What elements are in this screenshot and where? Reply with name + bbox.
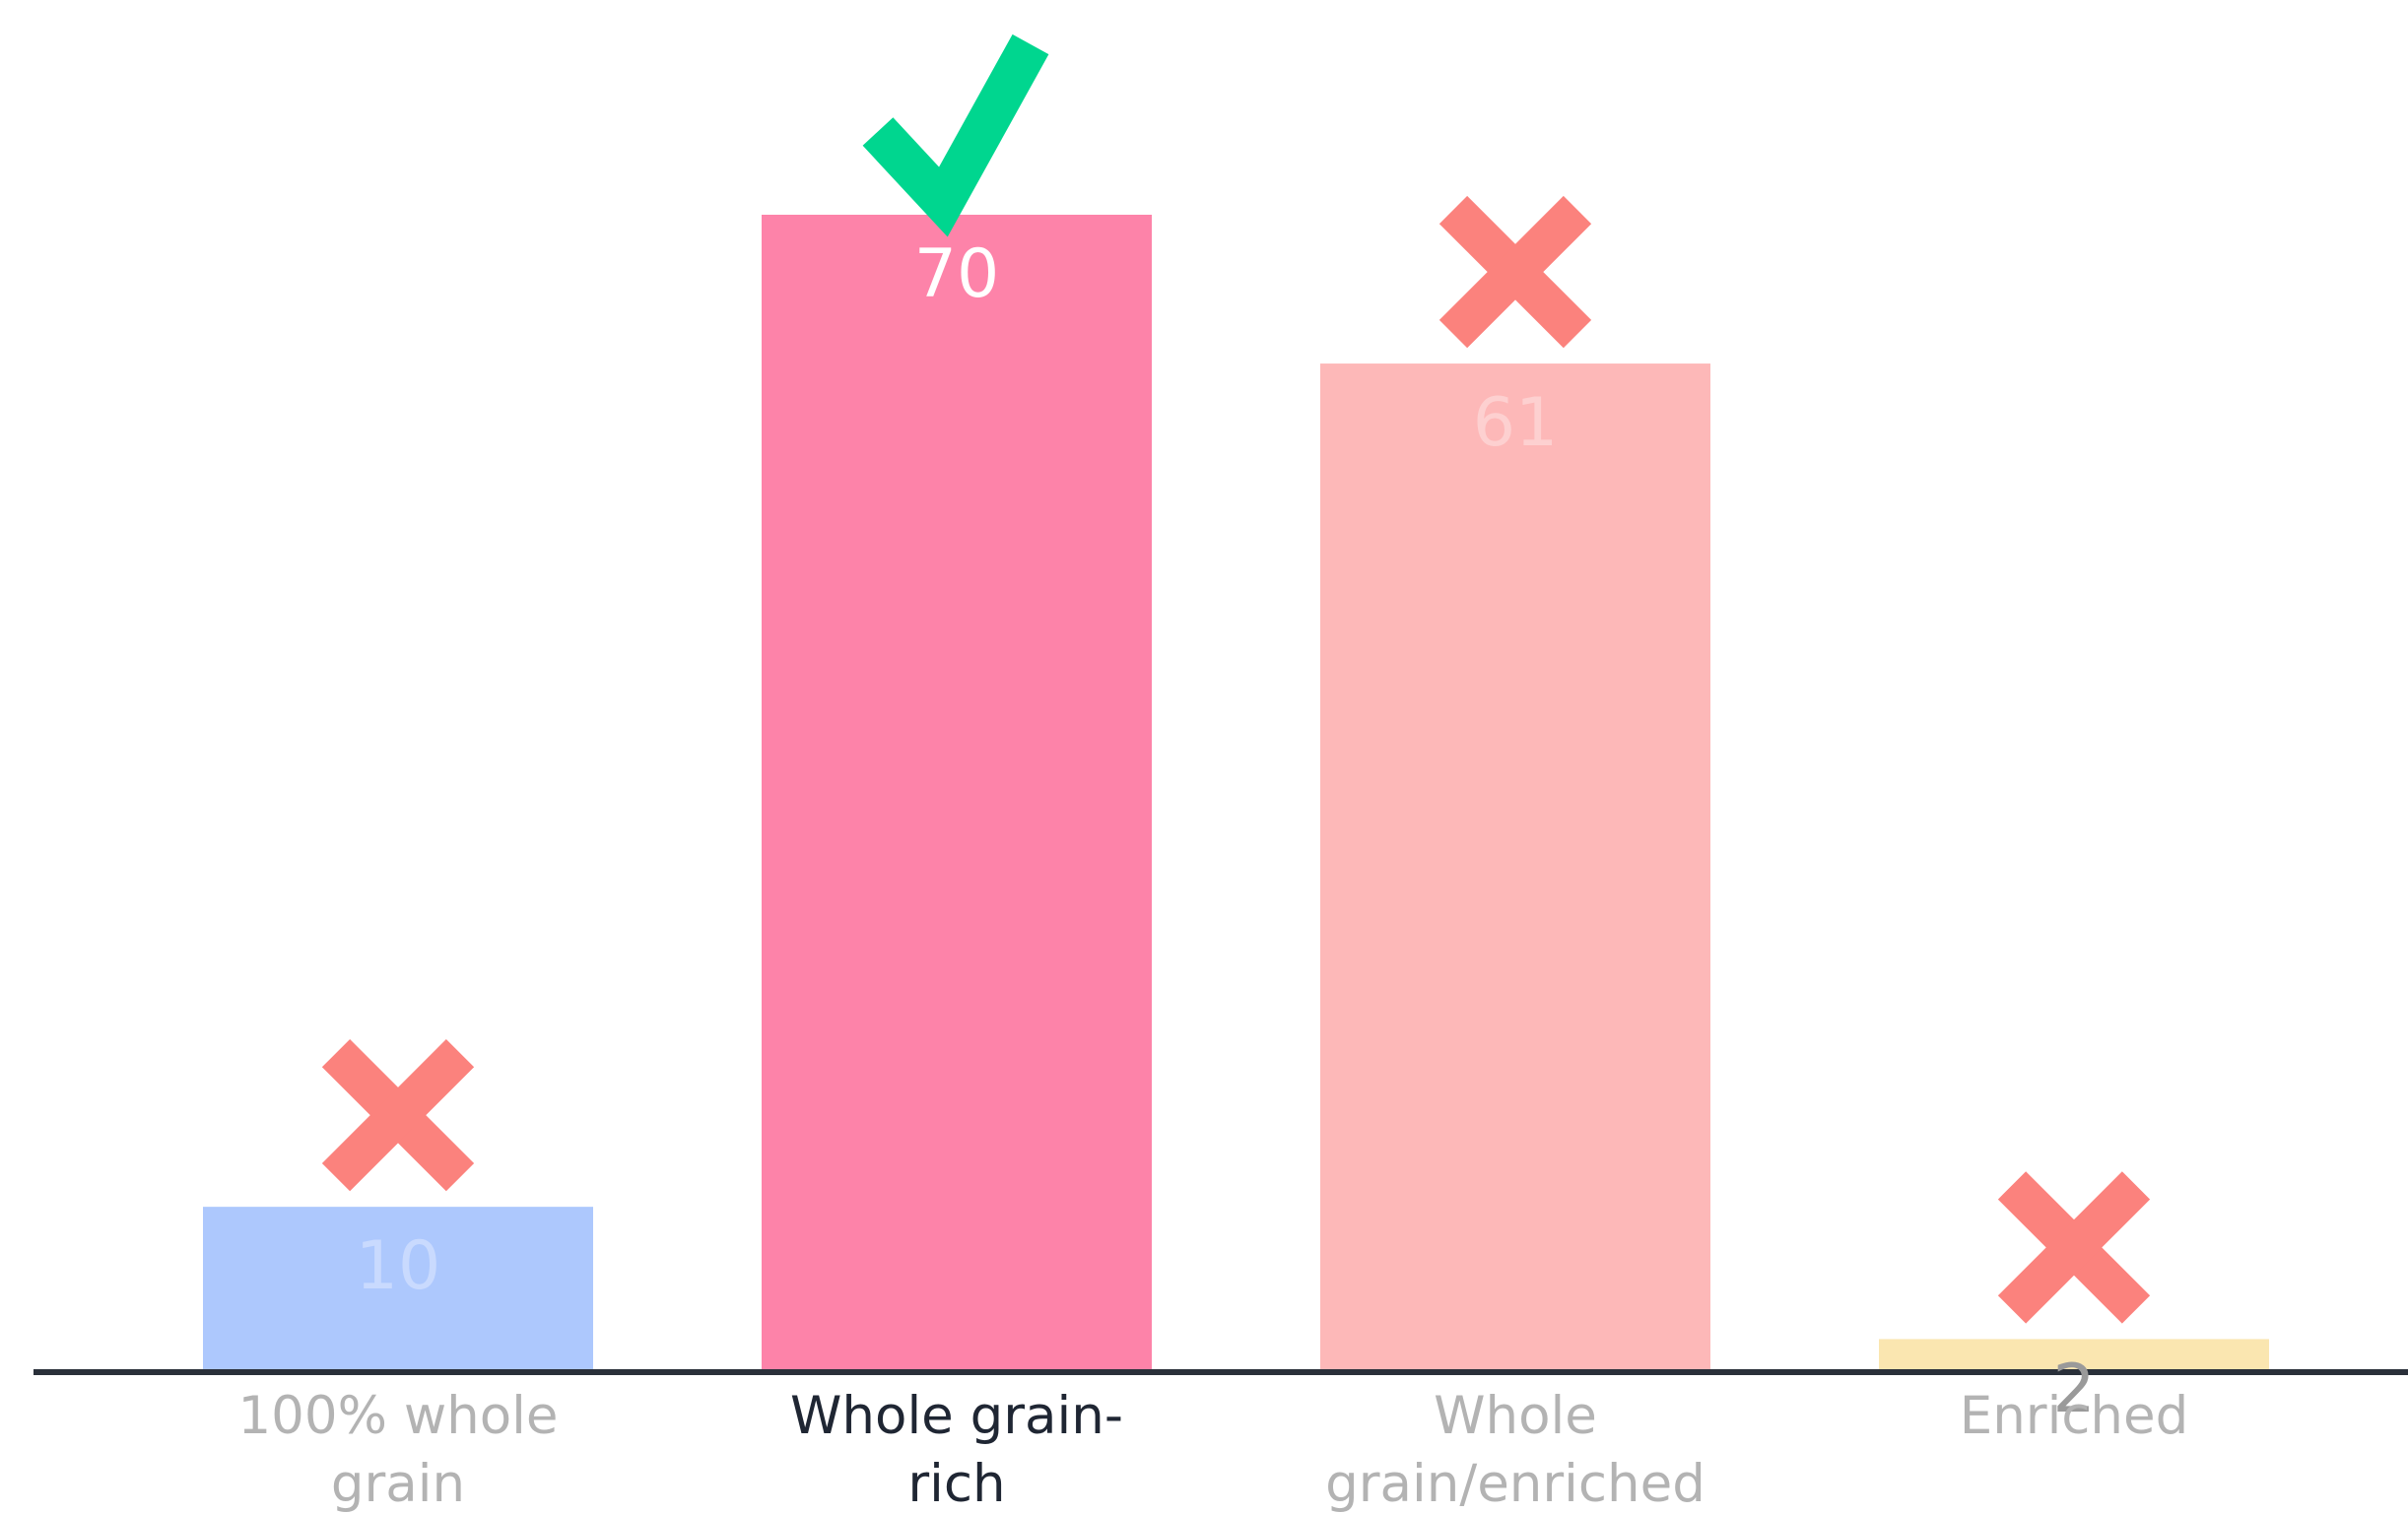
value-label-100-whole-grain: 10 xyxy=(356,1227,441,1305)
category-label-100-whole-grain-line-2: grain xyxy=(331,1454,465,1514)
bar-whole-grain-rich xyxy=(762,215,1152,1372)
category-label-whole-grain-enriched-line-2: grain/enriched xyxy=(1325,1454,1706,1514)
check-icon xyxy=(862,33,1049,237)
category-label-whole-grain-enriched-line-1: Whole xyxy=(1434,1386,1597,1446)
bar-enriched xyxy=(1879,1339,2269,1372)
value-label-whole-grain-rich: 70 xyxy=(914,235,1000,313)
value-label-enriched: 2 xyxy=(2052,1350,2095,1428)
cross-icon xyxy=(1997,1171,2151,1324)
value-label-whole-grain-enriched: 61 xyxy=(1473,384,1559,462)
bar-group xyxy=(203,215,2269,1373)
category-label-group: 100% whole grain Whole grain-rich Whole grai… xyxy=(237,1386,2188,1514)
cross-icon xyxy=(321,1039,475,1192)
marker-group xyxy=(321,33,2151,1324)
bar-100-whole-grain xyxy=(203,1207,593,1372)
cross-icon xyxy=(1438,195,1592,349)
category-label-enriched-line-1: Enriched xyxy=(1960,1386,2189,1446)
bar-whole-grain-enriched xyxy=(1320,363,1710,1373)
category-label-whole-grain-rich-line-1: Whole grain- xyxy=(790,1386,1123,1446)
category-label-whole-grain-rich-line-2: rich xyxy=(907,1454,1005,1514)
category-label-100-whole-grain-line-1: 100% whole xyxy=(237,1386,558,1446)
value-label-group: 10 70 61 2 xyxy=(356,235,2096,1428)
